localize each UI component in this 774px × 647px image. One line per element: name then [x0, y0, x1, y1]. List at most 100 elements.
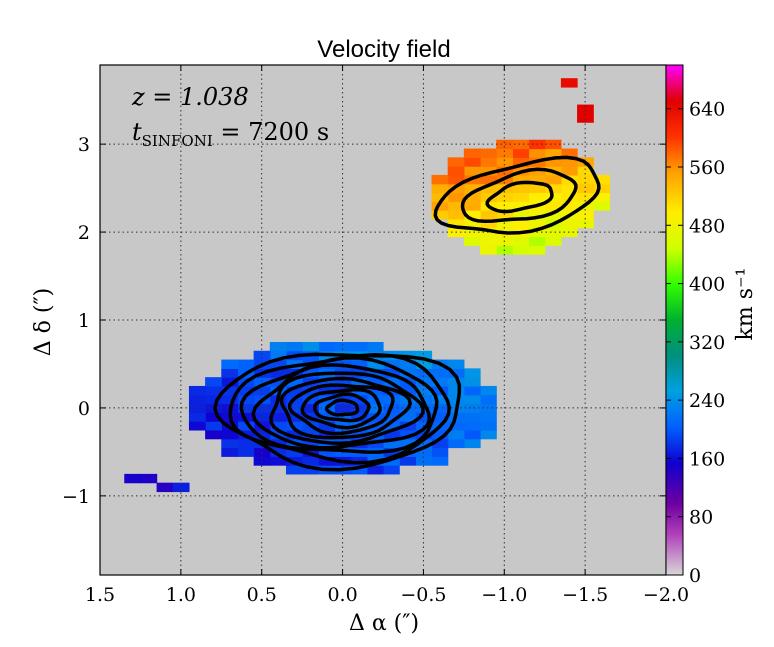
- velocity-pixel: [350, 465, 368, 475]
- velocity-pixel: [366, 368, 384, 378]
- velocity-pixel: [560, 166, 578, 176]
- velocity-pixel: [512, 210, 530, 220]
- velocity-pixel: [350, 359, 368, 369]
- velocity-pixel: [480, 245, 497, 255]
- velocity-pixel: [156, 482, 174, 493]
- velocity-pixel: [528, 245, 546, 255]
- velocity-pixel: [431, 412, 449, 422]
- velocity-pixel: [431, 394, 449, 405]
- velocity-pixel: [302, 438, 319, 449]
- velocity-pixel: [302, 403, 319, 413]
- velocity-pixel: [496, 157, 513, 167]
- y-tick-label: 0: [78, 398, 90, 420]
- velocity-pixel: [480, 157, 497, 167]
- velocity-pixel: [496, 192, 513, 202]
- velocity-pixel: [480, 183, 497, 194]
- x-tick-label: 1.5: [85, 584, 115, 606]
- velocity-pixel: [383, 421, 400, 431]
- velocity-pixel: [480, 236, 497, 246]
- velocity-pixel: [463, 210, 481, 220]
- velocity-pixel: [447, 421, 465, 431]
- velocity-pixel: [560, 148, 578, 158]
- velocity-pixel: [399, 385, 416, 396]
- velocity-pixel: [447, 385, 465, 396]
- velocity-pixel: [431, 377, 449, 387]
- velocity-pixel: [447, 166, 465, 176]
- velocity-pixel: [366, 341, 384, 352]
- velocity-pixel: [205, 421, 222, 431]
- velocity-pixel: [463, 192, 481, 202]
- contour-line: [313, 392, 371, 423]
- velocity-pixel: [415, 359, 433, 369]
- velocity-pixel: [512, 183, 530, 194]
- velocity-pixel: [447, 201, 465, 211]
- velocity-pixel: [350, 412, 368, 422]
- velocity-pixel: [512, 174, 530, 185]
- velocity-pixel: [480, 148, 497, 158]
- velocity-pixel: [269, 412, 287, 422]
- velocity-pixel: [253, 350, 271, 361]
- velocity-pixel: [544, 157, 562, 167]
- velocity-pixel: [447, 192, 465, 202]
- velocity-pixel: [528, 218, 546, 229]
- velocity-pixel: [415, 368, 433, 378]
- velocity-pixel: [528, 148, 546, 158]
- velocity-pixel: [463, 236, 481, 246]
- velocity-pixel: [302, 465, 319, 475]
- velocity-pixel: [269, 350, 287, 361]
- velocity-pixel: [463, 368, 481, 378]
- velocity-pixel: [269, 341, 287, 352]
- velocity-pixel: [593, 174, 610, 185]
- velocity-pixel: [285, 465, 303, 475]
- velocity-pixel: [431, 438, 449, 449]
- velocity-pixel: [577, 192, 594, 202]
- velocity-pixel: [512, 192, 530, 202]
- velocity-pixel: [447, 438, 465, 449]
- x-tick-label: −1.5: [562, 584, 608, 606]
- exposure-annotation: tSINFONI = 7200 s: [132, 118, 329, 150]
- velocity-pixel: [285, 421, 303, 431]
- velocity-pixel: [285, 412, 303, 422]
- velocity-pixel: [205, 377, 222, 387]
- velocity-pixel: [285, 385, 303, 396]
- velocity-pixel: [269, 456, 287, 466]
- velocity-pixel: [237, 438, 255, 449]
- velocity-pixel: [383, 438, 400, 449]
- velocity-pixel: [269, 429, 287, 440]
- contour-line: [213, 352, 462, 472]
- velocity-pixel: [447, 218, 465, 229]
- velocity-pixel: [269, 447, 287, 457]
- velocity-pixel: [253, 456, 271, 466]
- colorbar-tick-label: 400: [689, 274, 725, 296]
- velocity-pixel: [253, 377, 271, 387]
- velocity-pixel: [577, 113, 594, 123]
- contour-line: [300, 387, 382, 430]
- velocity-pixel: [124, 473, 142, 484]
- velocity-pixel: [237, 447, 255, 457]
- x-ticks: 1.5 1.0 0.5 0.0 −0.5 −1.0 −1.5 −2.0: [85, 65, 689, 606]
- velocity-pixel: [544, 201, 562, 211]
- velocity-pixel: [463, 218, 481, 229]
- velocity-pixel: [205, 385, 222, 396]
- velocity-pixel: [463, 183, 481, 194]
- velocity-pixel: [431, 429, 449, 440]
- velocity-pixel: [463, 157, 481, 167]
- velocity-pixel: [221, 438, 239, 449]
- velocity-pixel: [463, 148, 481, 158]
- velocity-pixel: [593, 183, 610, 194]
- velocity-pixel: [463, 403, 481, 413]
- velocity-pixel: [172, 482, 190, 493]
- velocity-pixel: [447, 368, 465, 378]
- velocity-pixel: [560, 183, 578, 194]
- exposure-symbol: t: [132, 118, 142, 146]
- velocity-pixel: [237, 385, 255, 396]
- velocity-pixel: [528, 236, 546, 246]
- colorbar-tick-label: 0: [689, 565, 701, 587]
- velocity-pixel: [188, 421, 206, 431]
- y-tick-label: 1: [78, 310, 90, 332]
- velocity-pixel: [480, 166, 497, 176]
- velocity-pixel: [544, 183, 562, 194]
- velocity-pixel: [237, 359, 255, 369]
- velocity-pixel: [431, 183, 449, 194]
- velocity-pixel: [496, 139, 513, 150]
